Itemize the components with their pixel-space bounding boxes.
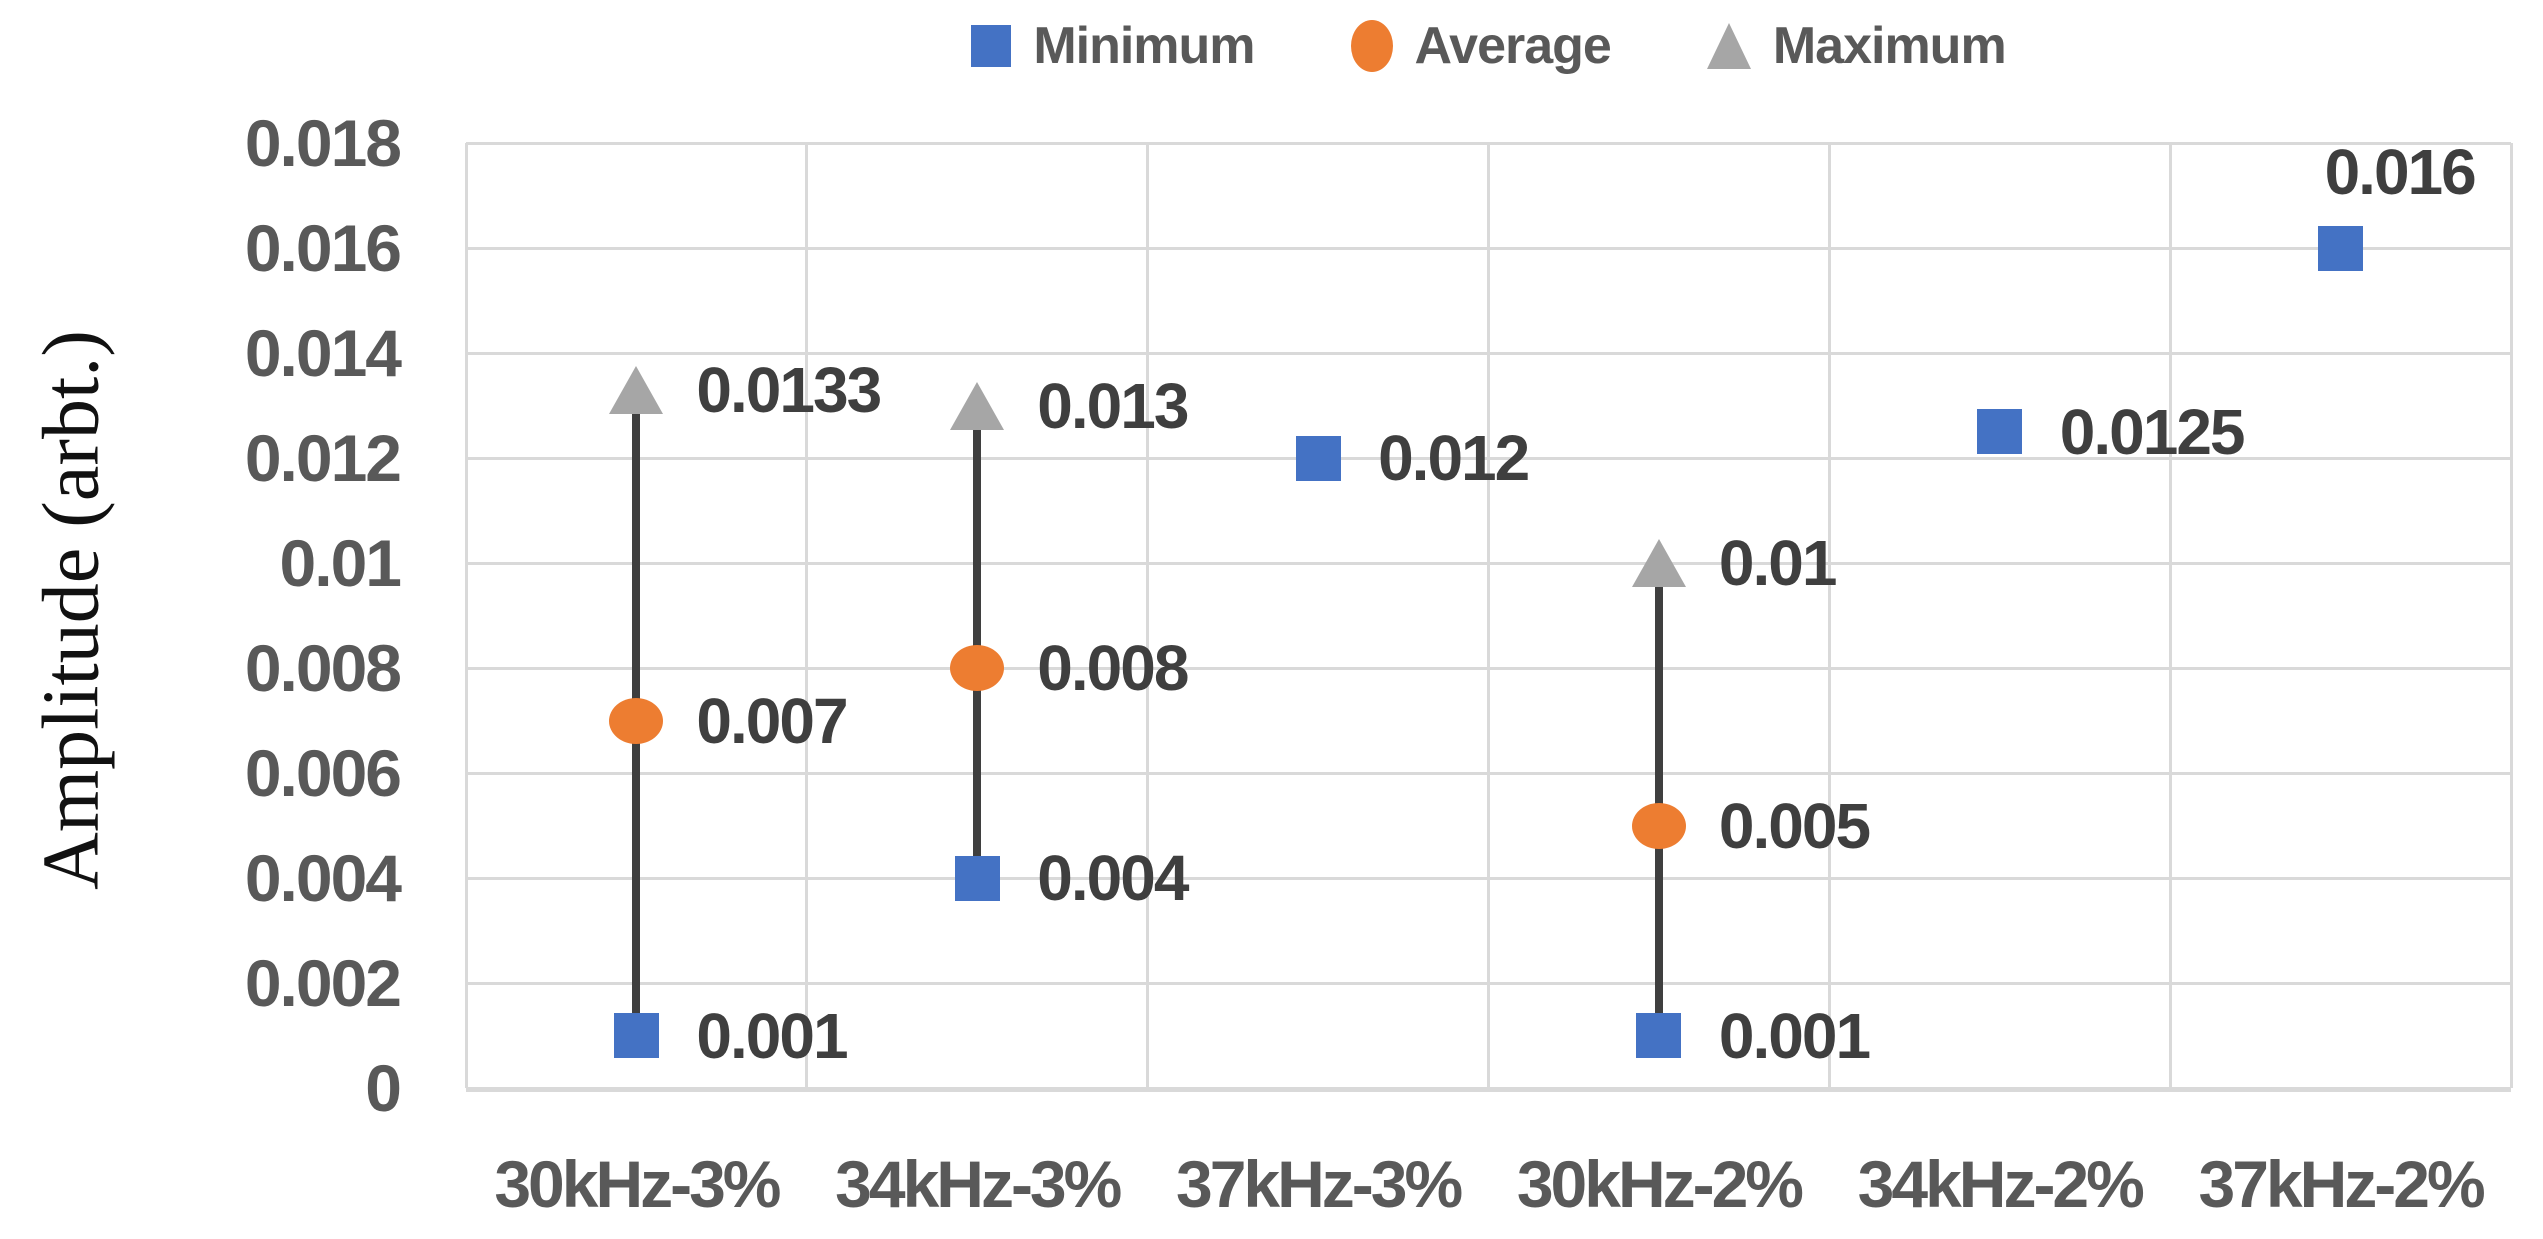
v-gridline — [2168, 143, 2172, 1088]
data-label: 0.001 — [1718, 999, 1871, 1072]
y-tick-label: 0.004 — [244, 841, 402, 915]
minimum-marker — [2318, 225, 2364, 271]
data-label: 0.005 — [1718, 789, 1871, 862]
minimum-marker — [1636, 1013, 1682, 1058]
maximum-marker — [609, 365, 664, 414]
data-label: 0.0133 — [696, 353, 882, 426]
minimum-marker — [1295, 435, 1341, 481]
data-label: 0.007 — [696, 684, 848, 757]
data-label: 0.01 — [1718, 527, 1838, 599]
v-gridline — [464, 143, 468, 1088]
average-marker — [609, 697, 664, 744]
x-category-label: 30kHz-3% — [494, 1147, 781, 1221]
y-tick-label: 0.006 — [244, 736, 402, 810]
v-gridline — [1487, 143, 1490, 1088]
y-tick-label: 0.002 — [244, 946, 402, 1020]
y-tick-label: 0.012 — [244, 421, 402, 495]
y-tick-label: 0.008 — [244, 631, 402, 705]
minimum-square-icon — [971, 25, 1012, 67]
data-label: 0.0125 — [2059, 395, 2246, 468]
h-gridline — [466, 1086, 2511, 1092]
legend-maximum-label: Maximum — [1772, 17, 2007, 75]
v-gridline — [1146, 143, 1150, 1088]
data-label: 0.016 — [2324, 136, 2477, 208]
minimum-marker — [954, 855, 1000, 901]
data-label: 0.004 — [1037, 842, 1189, 914]
x-category-label: 37kHz-2% — [2198, 1147, 2486, 1221]
maximum-marker — [1631, 539, 1686, 587]
v-gridline — [805, 143, 809, 1088]
data-label: 0.012 — [1378, 422, 1530, 494]
y-tick-label: 0.01 — [279, 526, 402, 600]
legend-item-maximum: Maximum — [1706, 17, 2007, 75]
data-label: 0.001 — [696, 999, 848, 1072]
v-gridline — [1827, 143, 1831, 1088]
minimum-marker — [613, 1013, 659, 1058]
v-gridline — [2509, 143, 2513, 1088]
legend-item-average: Average — [1350, 17, 1612, 75]
x-category-label: 34kHz-2% — [1857, 1147, 2145, 1221]
x-category-label: 34kHz-3% — [835, 1147, 1122, 1221]
y-tick-label: 0 — [365, 1051, 402, 1125]
legend-average-label: Average — [1414, 17, 1612, 75]
average-marker — [950, 645, 1005, 691]
maximum-marker — [950, 381, 1005, 430]
y-tick-label: 0.014 — [244, 316, 402, 390]
legend-item-minimum: Minimum — [971, 17, 1256, 75]
average-circle-icon — [1350, 20, 1393, 72]
average-marker — [1631, 802, 1686, 849]
y-tick-label: 0.016 — [244, 211, 402, 285]
y-tick-label: 0.018 — [244, 106, 402, 180]
legend-minimum-label: Minimum — [1033, 17, 1255, 75]
legend: Minimum Average Maximum — [466, 4, 2511, 88]
data-label: 0.008 — [1037, 632, 1189, 704]
maximum-triangle-icon — [1706, 23, 1751, 69]
x-category-label: 30kHz-2% — [1516, 1147, 1804, 1221]
x-category-label: 37kHz-3% — [1176, 1147, 1463, 1221]
minimum-marker — [1977, 409, 2023, 455]
data-label: 0.013 — [1037, 369, 1189, 442]
